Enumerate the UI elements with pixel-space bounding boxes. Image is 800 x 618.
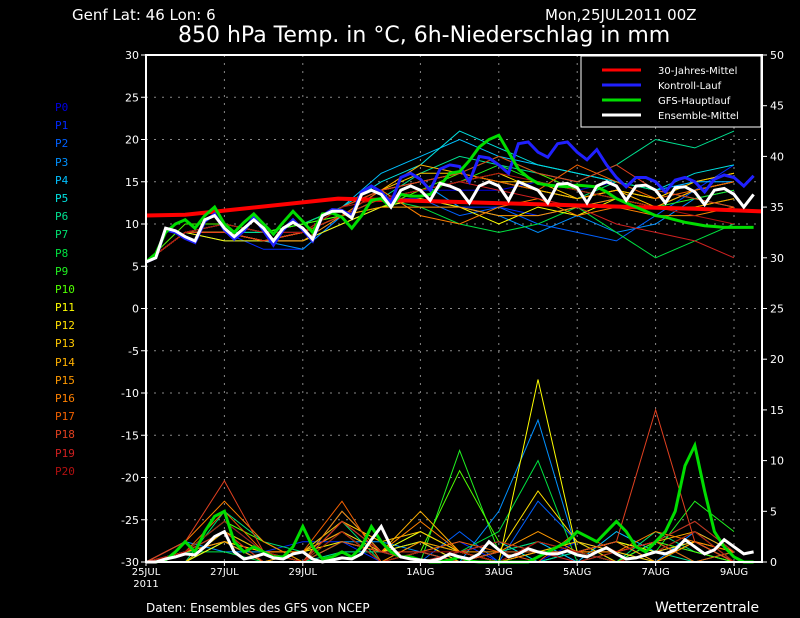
member-label-P17: P17 xyxy=(55,410,75,424)
legend-label: GFS-Hauptlauf xyxy=(658,96,731,107)
members-legend: P0 P1 P2 P3 P4 P5 P6 P7 P8 P9 P10 P11 P12 P13 P14 P15 P1… xyxy=(55,101,75,483)
y-left-tick-label: 20 xyxy=(125,134,139,147)
member-label-P6: P6 xyxy=(55,210,69,224)
y-left-tick-label: 15 xyxy=(125,176,139,189)
member-label-P1: P1 xyxy=(55,119,69,133)
climate-mean-line xyxy=(145,196,762,218)
x-tick-label: 5AUG xyxy=(563,567,591,578)
y-left-tick-label: 10 xyxy=(125,218,139,231)
plot-frame xyxy=(145,54,763,563)
member-label-P14: P14 xyxy=(55,355,75,369)
member-label-P9: P9 xyxy=(55,264,69,278)
legend-label: 30-Jahres-Mittel xyxy=(658,66,737,77)
y-left-tick-label: 0 xyxy=(132,303,139,316)
gfs-main-temp-line xyxy=(145,133,754,264)
member-label-P4: P4 xyxy=(55,173,69,187)
y-right-tick-label: 35 xyxy=(770,201,784,214)
member-label-P3: P3 xyxy=(55,155,69,169)
y-left-tick-label: 5 xyxy=(132,260,139,273)
x-tick-year: 2011 xyxy=(133,579,158,590)
ensemble-mean-precip-line xyxy=(146,523,754,564)
member-label-P10: P10 xyxy=(55,282,75,296)
location-label: Genf Lat: 46 Lon: 6 xyxy=(72,6,216,24)
y-left-tick-label: -20 xyxy=(121,472,139,485)
y-left-tick-label: 25 xyxy=(125,91,139,104)
member-precip-P9 xyxy=(146,449,735,563)
gfs-main-precip-line xyxy=(146,440,754,564)
y-right-tick-label: 50 xyxy=(770,49,784,62)
y-left-tick-label: -25 xyxy=(121,514,139,527)
member-label-P0: P0 xyxy=(55,101,69,114)
legend: 30-Jahres-Mittel Kontroll-Lauf GFS-Hauptla… xyxy=(580,55,762,128)
y-left-tick-label: -10 xyxy=(121,387,139,400)
member-label-P20: P20 xyxy=(55,464,75,478)
member-label-P8: P8 xyxy=(55,246,69,260)
member-label-P2: P2 xyxy=(55,137,69,151)
grid xyxy=(146,55,762,562)
x-tick-label: 25JUL xyxy=(132,567,161,578)
x-tick-label: 29JUL xyxy=(289,567,318,578)
y-right-tick-label: 30 xyxy=(770,252,784,265)
member-label-P16: P16 xyxy=(55,392,75,405)
member-precip-P10 xyxy=(145,469,735,563)
member-temp-lines xyxy=(145,130,735,263)
x-tick-label: 27JUL xyxy=(210,567,239,578)
y-left-tick-label: 30 xyxy=(125,49,139,62)
member-temp-P2 xyxy=(145,181,735,263)
member-label-P11: P11 xyxy=(55,301,75,315)
axes: 302520151050-5-10-15-20-25-3050454035302… xyxy=(121,49,784,590)
member-label-P18: P18 xyxy=(55,428,75,442)
y-left-tick-label: -5 xyxy=(128,345,139,358)
member-label-P5: P5 xyxy=(55,191,69,205)
legend-label: Ensemble-Mittel xyxy=(658,111,739,122)
ensemble-mean-temp-line xyxy=(145,179,755,264)
member-label-P15: P15 xyxy=(55,373,75,387)
y-right-tick-label: 20 xyxy=(770,353,784,366)
y-right-tick-label: 45 xyxy=(770,100,784,113)
source-note: Daten: Ensembles des GFS von NCEP xyxy=(146,601,370,615)
x-tick-label: 3AUG xyxy=(485,567,513,578)
member-label-P13: P13 xyxy=(55,337,75,351)
y-right-tick-label: 40 xyxy=(770,150,784,163)
x-tick-label: 1AUG xyxy=(406,567,434,578)
y-right-tick-label: 25 xyxy=(770,303,784,316)
x-tick-label: 9AUG xyxy=(720,567,748,578)
main-lines xyxy=(145,133,762,564)
y-right-tick-label: 0 xyxy=(770,556,777,569)
x-tick-label: 7AUG xyxy=(641,567,669,578)
member-precip-lines xyxy=(145,379,735,563)
y-left-tick-label: -15 xyxy=(121,429,139,442)
member-label-P7: P7 xyxy=(55,228,69,242)
y-right-tick-label: 10 xyxy=(770,455,784,468)
legend-label: Kontroll-Lauf xyxy=(658,81,722,92)
brand-label: Wetterzentrale xyxy=(655,600,759,616)
member-label-P12: P12 xyxy=(55,319,75,333)
y-right-tick-label: 5 xyxy=(770,505,777,518)
y-left-tick-label: -30 xyxy=(121,556,139,569)
member-precip-P16 xyxy=(145,500,735,563)
y-right-tick-label: 15 xyxy=(770,404,784,417)
chart-title: 850 hPa Temp. in °C, 6h-Niederschlag in … xyxy=(178,23,670,48)
run-time-label: Mon,25JUL2011 00Z xyxy=(545,6,697,24)
member-precip-P11 xyxy=(146,379,735,563)
member-label-P19: P19 xyxy=(55,446,75,460)
